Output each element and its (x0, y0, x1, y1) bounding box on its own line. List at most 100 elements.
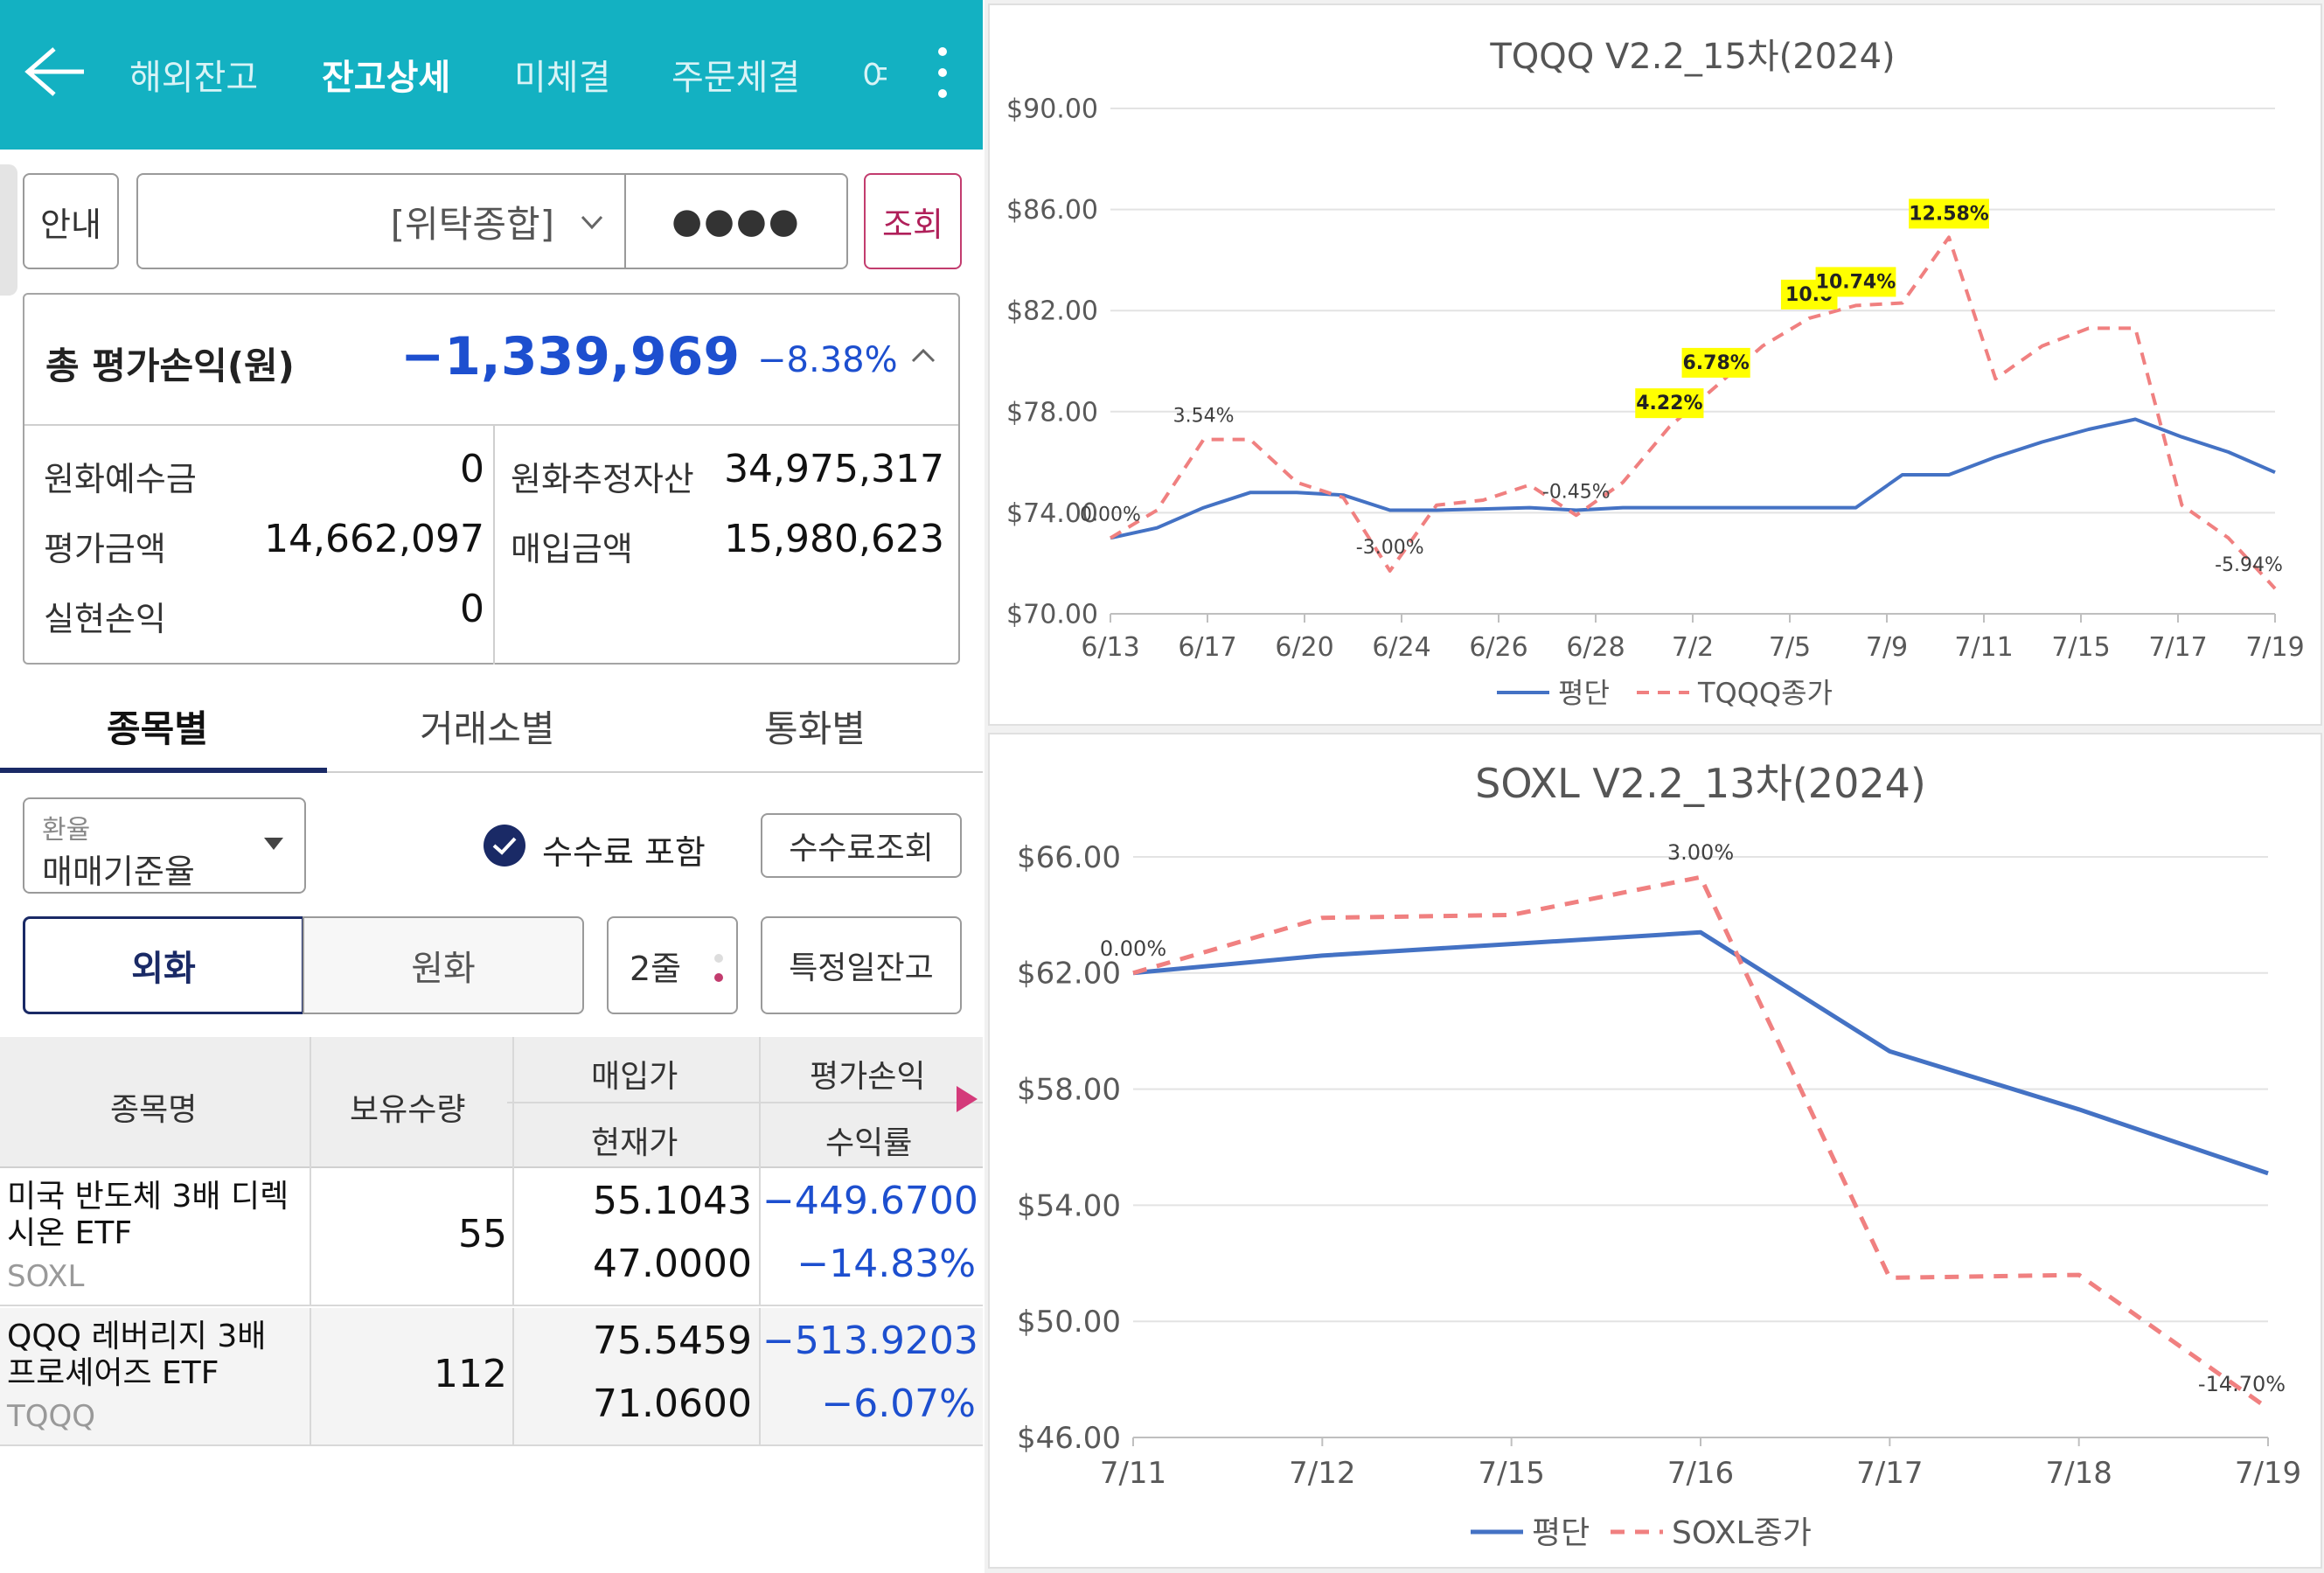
x-tick-label: 7/17 (2148, 632, 2207, 663)
divider (512, 1168, 514, 1306)
divider (24, 424, 958, 426)
account-type-select[interactable]: [위탁종합] (136, 173, 626, 269)
fee-include-checkbox[interactable] (483, 824, 526, 867)
data-label: 3.00% (1667, 840, 1734, 865)
tab-balance-detail[interactable]: 잔고상세 (322, 58, 451, 98)
holdings-table-header: 종목명 보유수량 매입가 현재가 평가손익 수익률 (0, 1037, 983, 1168)
x-tick-label: 7/18 (2045, 1456, 2112, 1491)
chart-title: SOXL V2.2_13차(2024) (1475, 760, 1926, 807)
tab-order-fills[interactable]: 주문체결 (671, 58, 801, 98)
stock-name-line1: 미국 반도체 3배 디렉 (7, 1179, 289, 1215)
info-button[interactable]: 안내 (23, 173, 119, 269)
password-field[interactable]: ●●●● (624, 173, 848, 269)
stock-name-line2: 시온 ETF (7, 1215, 133, 1251)
date-balance-button[interactable]: 특정일잔고 (761, 916, 962, 1014)
chart-title: TQQQ V2.2_15차(2024) (1489, 37, 1895, 77)
stock-code: SOXL (7, 1259, 85, 1294)
divider (0, 771, 983, 773)
tab-unfilled[interactable]: 미체결 (514, 58, 611, 98)
soxl-chart-panel: SOXL V2.2_13차(2024) $46.00 $50.00 $54.00 $58… (988, 733, 2322, 1569)
tab-by-exchange[interactable]: 거래소별 (420, 707, 555, 750)
fx-rate-select[interactable]: 환율 매매기준율 (23, 797, 306, 894)
total-pnl-label: 총 평가손익(원) (45, 345, 295, 387)
x-tick-label: 7/17 (1856, 1456, 1923, 1491)
soxl-line-chart: SOXL V2.2_13차(2024) $46.00 $50.00 $54.00 $58… (1017, 760, 2301, 1551)
x-tick-label: 6/13 (1081, 632, 1139, 663)
data-label: 12.58% (1909, 203, 1989, 225)
krw-est-assets-value: 34,975,317 (724, 447, 944, 491)
data-label-highlight (1635, 388, 1704, 419)
y-tick-label: $90.00 (1006, 94, 1098, 125)
legend-label: SOXL종가 (1672, 1515, 1812, 1551)
dots-icon (713, 951, 724, 994)
eval-pnl: −449.6700 (762, 1179, 978, 1223)
divider (759, 1308, 761, 1446)
currency-foreign-toggle[interactable]: 외화 (23, 916, 304, 1014)
fx-rate-value: 매매기준율 (42, 853, 195, 891)
fx-rate-label: 환율 (42, 815, 91, 846)
search-button[interactable]: 조회 (864, 173, 962, 269)
data-label: -5.94% (2215, 554, 2283, 576)
more-vertical-icon[interactable] (925, 42, 960, 112)
legend-label: 평단 (1532, 1515, 1590, 1551)
col-buy-price-header[interactable]: 매입가 (591, 1059, 678, 1095)
x-tick-label: 7/5 (1769, 632, 1811, 663)
divider (759, 1168, 761, 1306)
col-cur-price-header[interactable]: 현재가 (591, 1125, 678, 1161)
data-label-highlight (1815, 267, 1896, 297)
col-qty-header[interactable]: 보유수량 (350, 1092, 466, 1128)
col-rate-header[interactable]: 수익률 (825, 1125, 913, 1161)
realized-pnl-label: 실현손익 (44, 600, 166, 638)
x-tick-label: 6/17 (1178, 632, 1236, 663)
data-label-highlight (1909, 198, 1989, 229)
return-rate: −14.83% (797, 1242, 976, 1286)
data-label-highlight (1681, 347, 1750, 378)
total-pnl-percent: −8.38% (757, 340, 898, 380)
divider (310, 1168, 311, 1306)
series-line-close (1132, 874, 2270, 1410)
col-name-header[interactable]: 종목명 (110, 1092, 198, 1128)
tab-truncated[interactable]: 여 (862, 58, 887, 98)
divider (512, 1037, 514, 1168)
scroll-right-icon[interactable] (957, 1086, 978, 1116)
data-label: 4.22% (1636, 393, 1702, 414)
stock-name-line2: 프로셰어즈 ETF (7, 1355, 219, 1391)
account-type-value: [위탁종합] (390, 202, 554, 246)
divider (759, 1037, 761, 1168)
tab-by-currency[interactable]: 통화별 (764, 707, 866, 750)
x-tick-label: 7/19 (2235, 1456, 2301, 1491)
chevron-up-icon[interactable] (908, 340, 939, 375)
tab-overseas-balance[interactable]: 해외잔고 (129, 58, 259, 98)
divider (310, 1037, 311, 1168)
y-tick-label: $62.00 (1017, 957, 1121, 992)
data-label: 3.54% (1173, 406, 1235, 428)
active-tab-indicator (0, 768, 327, 773)
currency-krw-toggle[interactable]: 원화 (303, 916, 584, 1014)
table-row[interactable]: QQQ 레버리지 3배 프로셰어즈 ETF TQQQ 112 75.5459 7… (0, 1308, 983, 1446)
balance-detail-screen: 해외잔고 잔고상세 미체결 주문체결 여 안내 [위탁종합] ●●●● 조회 총… (0, 0, 983, 1573)
return-rate: −6.07% (821, 1382, 976, 1426)
side-drawer-handle[interactable] (0, 164, 17, 296)
tab-by-stock[interactable]: 종목별 (107, 707, 208, 750)
data-label: 10.74% (1816, 271, 1896, 293)
x-tick-label: 7/11 (1954, 632, 2013, 663)
total-pnl-value: −1,339,969 (400, 326, 741, 387)
x-tick-label: 6/28 (1566, 632, 1625, 663)
fee-query-button[interactable]: 수수료조회 (761, 813, 962, 878)
data-label: -3.00% (1356, 537, 1424, 559)
series-line-avg (1132, 929, 2269, 1176)
x-tick-label: 7/15 (1478, 1456, 1544, 1491)
x-tick-label: 7/15 (2051, 632, 2110, 663)
legend-label: 평단 (1558, 677, 1610, 710)
krw-deposit-value: 0 (460, 447, 484, 491)
tqqq-line-chart: TQQQ V2.2_15차(2024) $70.00 $74.00 $78.00 $82… (1006, 37, 2305, 710)
divider (493, 426, 495, 665)
back-arrow-icon[interactable] (19, 37, 89, 107)
rows-option-select[interactable]: 2줄 (607, 916, 738, 1014)
table-row[interactable]: 미국 반도체 3배 디렉 시온 ETF SOXL 55 55.1043 47.0… (0, 1168, 983, 1306)
stock-name-line1: QQQ 레버리지 3배 (7, 1319, 267, 1354)
y-tick-label: $86.00 (1006, 195, 1098, 226)
chevron-down-icon (579, 205, 605, 243)
purchase-amount-label: 매입금액 (511, 530, 633, 568)
col-pnl-header[interactable]: 평가손익 (810, 1059, 926, 1095)
